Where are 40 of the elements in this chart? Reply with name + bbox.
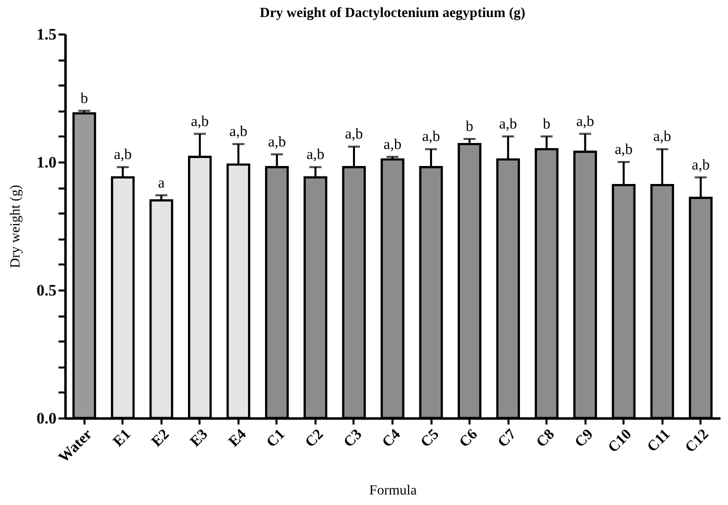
annotation: b	[80, 90, 88, 107]
y-tick-label: 1.0	[36, 154, 56, 172]
x-tick-label: C2	[302, 426, 327, 451]
x-axis-title: Formula	[369, 483, 418, 498]
annotation: a,b	[114, 147, 132, 164]
x-tick-label: E3	[187, 426, 212, 450]
y-tick-label: 0.5	[36, 282, 56, 300]
x-tick-label: C10	[605, 426, 635, 456]
annotation: a,b	[190, 114, 209, 130]
y-axis-title: Dry weight (g)	[8, 184, 24, 268]
y-tick-label: 1.5	[36, 26, 56, 44]
annotation: a,b	[576, 114, 594, 130]
x-tick-label: C9	[572, 426, 596, 451]
annotation: a,b	[345, 126, 363, 143]
x-tick-label: C1	[264, 426, 288, 451]
x-tick-label: E1	[110, 426, 134, 450]
annotation: a,b	[653, 129, 672, 146]
x-tick-label: C8	[534, 426, 558, 451]
x-tick-label: C11	[644, 426, 674, 456]
annotation: a,b	[499, 116, 518, 132]
y-tick-label: 0.0	[36, 410, 56, 428]
x-tick-label: C6	[456, 426, 482, 451]
x-tick-label: C5	[418, 426, 442, 451]
annotation: a,b	[229, 124, 248, 140]
x-tick-label: C3	[341, 426, 366, 451]
annotation: a,b	[422, 129, 440, 146]
annotation: b	[542, 116, 550, 132]
annotation: a,b	[384, 136, 402, 153]
chart-title: Dry weight of Dactyloctenium aegyptium (g)	[260, 6, 526, 21]
annotation: a,b	[268, 134, 286, 150]
annotation: a,b	[306, 147, 324, 164]
x-tick-label: C12	[682, 426, 712, 456]
annotation: a,b	[614, 142, 633, 158]
annotation: a,b	[692, 157, 710, 174]
x-tick-label: C7	[495, 426, 520, 451]
x-tick-label: C4	[380, 426, 404, 451]
annotation: a	[158, 175, 165, 192]
x-tick-label: E2	[148, 426, 173, 450]
x-tick-label: E4	[226, 426, 250, 450]
annotation: b	[466, 118, 474, 135]
